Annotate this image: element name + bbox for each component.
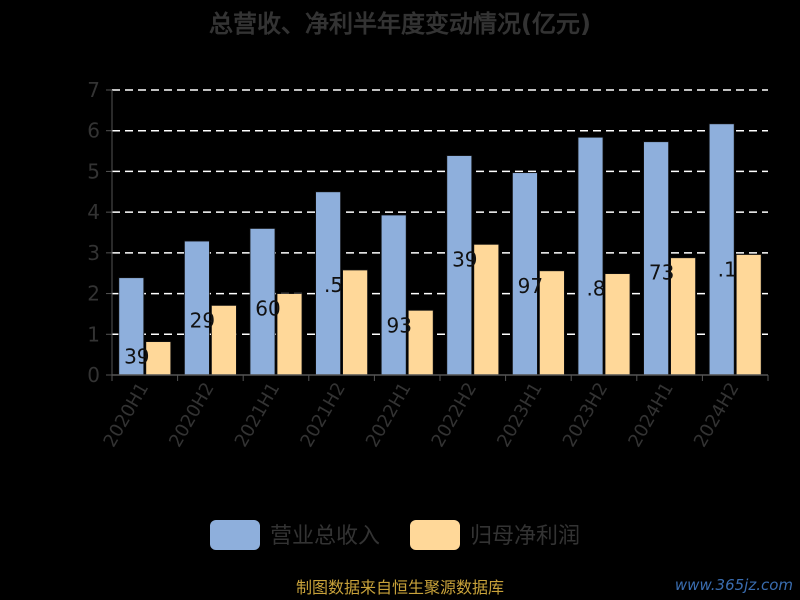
bar [210,304,237,376]
y-tick-label: 3 [87,241,100,265]
x-tick-label: 2023H1 [493,379,547,451]
bar [708,123,735,376]
grid [112,89,768,336]
data-label: 97 [518,274,543,298]
x-tick-label: 2020H2 [165,379,219,451]
y-tick-label: 0 [87,363,100,387]
bar [276,293,303,376]
y-tick-label: 4 [87,200,100,224]
legend-label: 营业总收入 [270,524,380,549]
x-tick-label: 2023H2 [559,379,613,451]
data-label: 39 [124,345,149,369]
bar [407,309,434,376]
chart-title: 总营收、净利半年度变动情况(亿元) [209,10,591,38]
bar [183,240,210,376]
bar [315,191,342,376]
y-tick-label: 5 [87,159,100,183]
x-tick-label: 2022H2 [428,379,482,451]
bars [118,123,762,376]
data-label: 93 [386,313,411,337]
y-tick-label: 1 [87,322,100,346]
bar [512,172,538,376]
y-tick-label: 6 [87,119,100,143]
bar [145,341,172,376]
bar [473,243,500,376]
data-label: .8 [586,277,605,301]
data-label: 60 [255,297,280,321]
x-tick-label: 2024H2 [690,379,744,451]
bar [577,136,604,376]
bar [539,270,565,376]
x-tick-label: 2021H1 [231,379,285,451]
x-tick-label: 2022H1 [362,379,416,451]
data-labels: 39 29 60 .5 93 39 97 .8 73 .1 [124,247,737,368]
bar [380,214,407,376]
bar [735,254,762,376]
bar [446,155,473,376]
data-label: .1 [718,257,737,281]
watermark: www.365jz.com [675,576,793,594]
bar [249,228,276,376]
data-label: 29 [190,308,215,332]
bar [604,273,631,376]
data-label: .5 [324,273,343,297]
data-label: 73 [649,261,674,285]
footer-source: 制图数据来自恒生聚源数据库 [296,578,504,597]
legend-swatch [210,520,260,550]
data-label: 39 [452,247,477,271]
bar [670,257,696,376]
bar [342,269,369,376]
legend-label: 归母净利润 [470,524,580,549]
y-tick-label: 7 [87,78,100,102]
y-tick-label: 2 [87,282,100,306]
bar [643,141,669,376]
x-tick-label: 2024H1 [624,379,678,451]
x-tick-label: 2020H1 [100,379,154,451]
legend-swatch [410,520,460,550]
legend: 营业总收入 归母净利润 [210,520,580,550]
x-tick-label: 2021H2 [296,379,350,451]
